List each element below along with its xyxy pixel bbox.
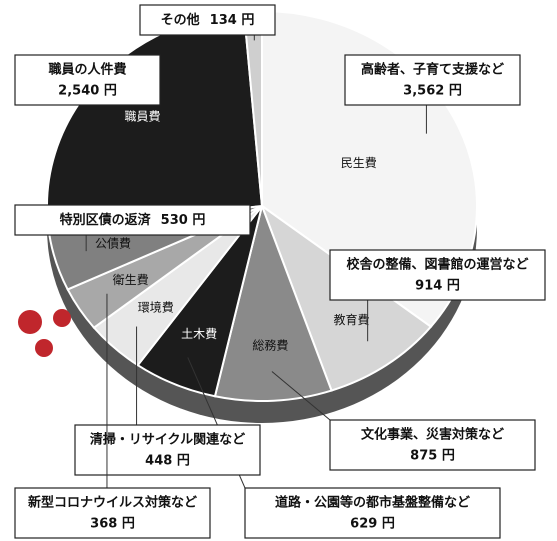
slice-label: 衛生費 [113, 272, 149, 287]
callout-text: 特別区債の返済 530 円 [60, 212, 206, 228]
callout-description: 校舎の整備、図書館の運営など [346, 257, 528, 273]
callout-value: 914 円 [415, 279, 460, 294]
callout-value: 629 円 [350, 517, 395, 532]
slice-label: 環境費 [138, 300, 174, 315]
chart: 民生費教育費総務費 土木費環境費 衛生費 公債費 職員費 高齢者、子育て支援など 3,562… [0, 0, 557, 541]
callout-value: 875 円 [410, 449, 455, 464]
slice-label: 民生費 [341, 155, 377, 170]
callout-description: 高齢者、子育て支援など [361, 62, 504, 78]
callout-value: 3,562 円 [403, 84, 462, 99]
callout-description: 新型コロナウイルス対策など [28, 495, 197, 511]
callout-value: 530 円 [161, 213, 206, 228]
callout-description: 文化事業、災害対策など [361, 427, 504, 443]
callout-description: 道路・公園等の都市基盤整備など [275, 495, 470, 511]
callout-value: 134 円 [210, 13, 255, 28]
slice-label: 職員費 [124, 108, 160, 123]
callout-value: 2,540 円 [58, 84, 117, 99]
callout-value: 368 円 [90, 517, 135, 532]
callout-description: 特別区債の返済 [60, 212, 152, 228]
callout-value: 448 円 [145, 454, 190, 469]
slice-label: 土木費 [181, 326, 217, 341]
slice-label: 総務費 [252, 338, 288, 353]
virus-decoration [18, 309, 71, 357]
callout-description: 清掃・リサイクル関連など [90, 432, 245, 448]
callout-description: その他 [161, 12, 200, 28]
slice-label: 教育費 [333, 312, 369, 327]
callout-description: 職員の人件費 [48, 62, 126, 78]
slice-label: 公債費 [95, 236, 131, 251]
